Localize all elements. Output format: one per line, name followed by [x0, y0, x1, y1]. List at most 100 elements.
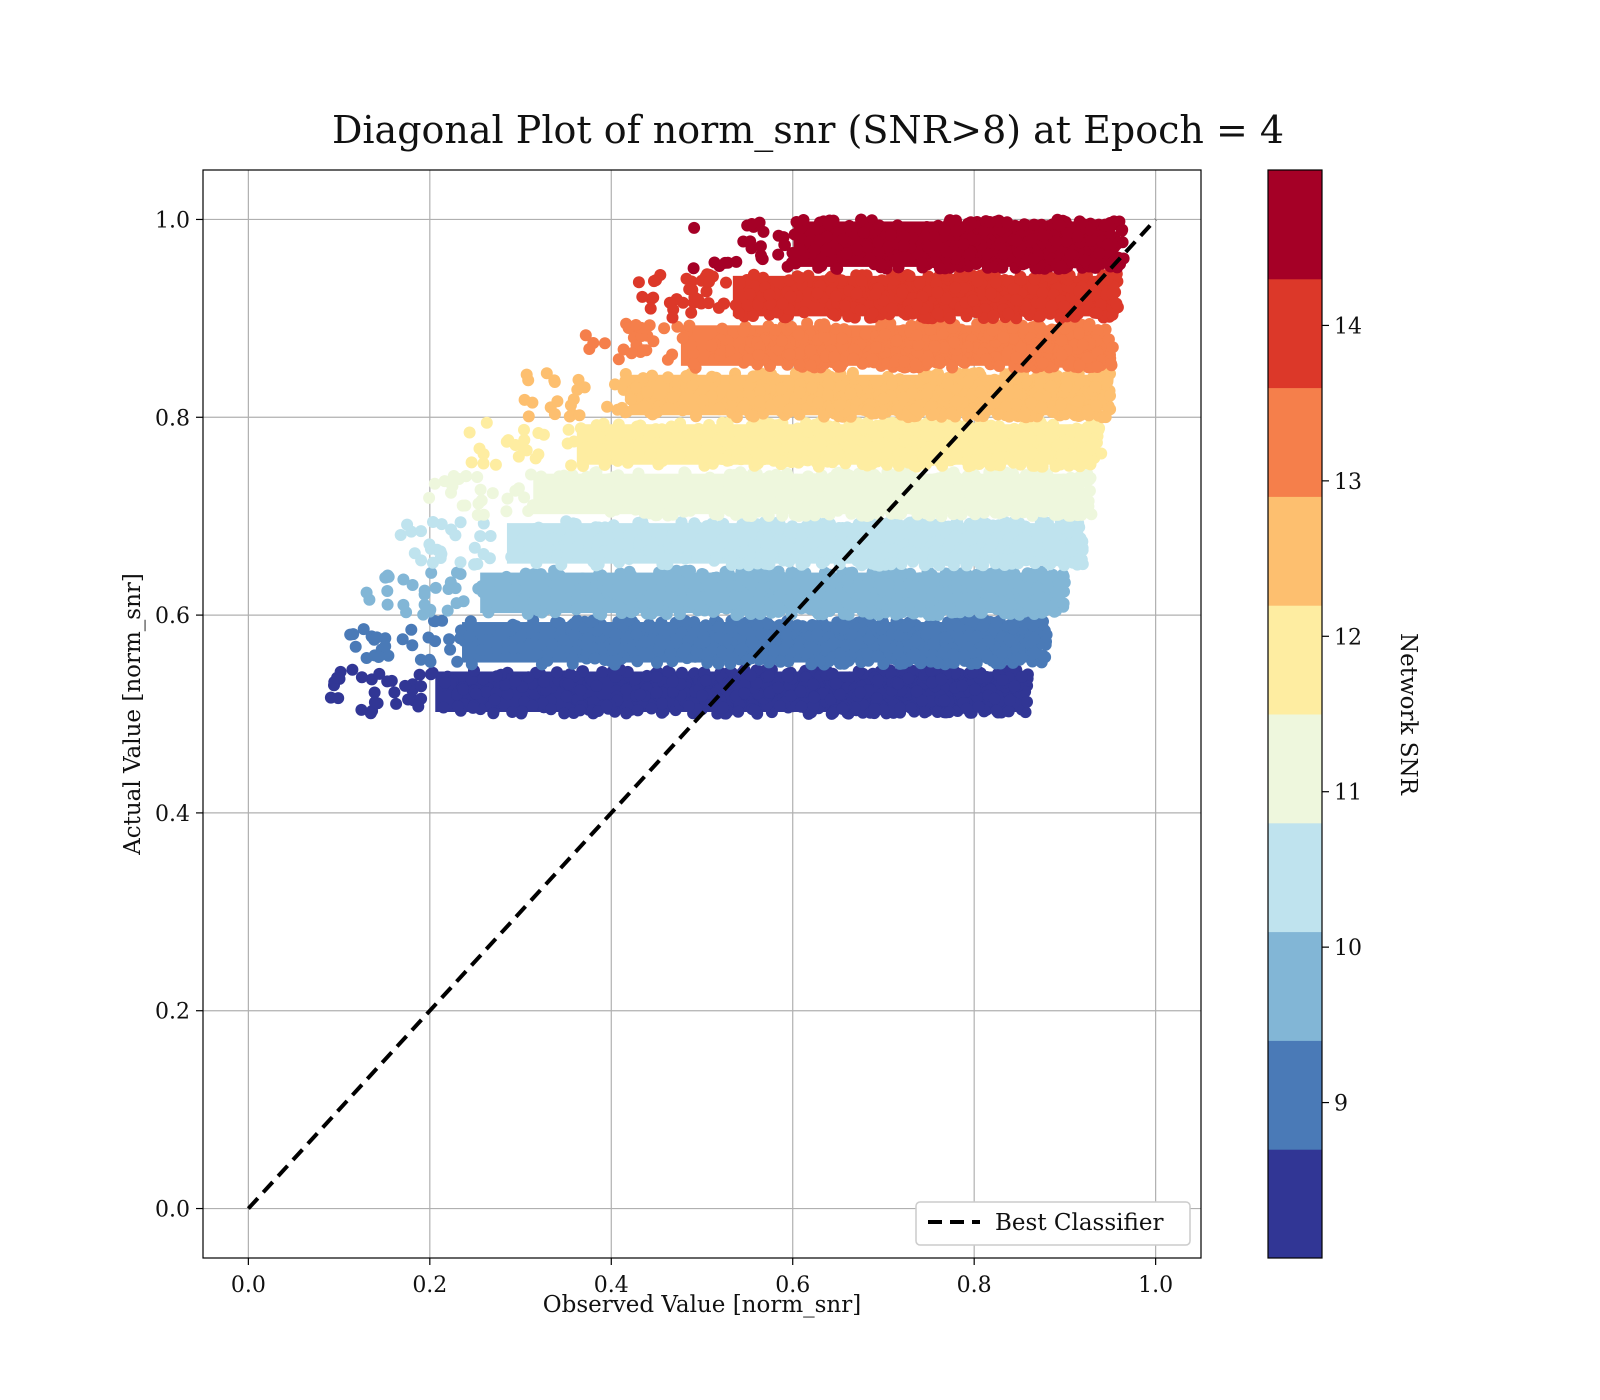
scatter-point	[679, 642, 692, 655]
scatter-point	[682, 489, 695, 502]
scatter-point	[931, 706, 944, 718]
scatter-point	[465, 456, 478, 469]
scatter-point	[567, 617, 580, 630]
scatter-point	[457, 683, 470, 696]
scatter-point	[795, 700, 808, 713]
scatter-point	[381, 569, 394, 582]
scatter-point	[474, 530, 487, 543]
scatter-point	[625, 606, 638, 619]
scatter-point	[434, 545, 447, 558]
scatter-point	[827, 706, 840, 719]
scatter-point	[551, 666, 563, 679]
scatter-point	[785, 566, 798, 579]
scatter-point	[601, 622, 613, 635]
scatter-point	[1008, 680, 1021, 693]
scatter-point	[1044, 421, 1057, 434]
scatter-point	[706, 457, 719, 470]
scatter-point	[745, 480, 758, 493]
scatter-point	[687, 357, 700, 370]
scatter-point	[471, 558, 484, 570]
scatter-point	[491, 643, 503, 656]
scatter-point	[414, 653, 427, 666]
scatter-point	[346, 663, 359, 676]
scatter-point	[566, 652, 579, 665]
scatter-point	[475, 644, 488, 656]
scatter-point	[935, 510, 948, 523]
scatter-point	[528, 598, 541, 611]
scatter-point	[985, 419, 998, 432]
scatter-point	[548, 376, 561, 388]
scatter-point	[746, 438, 758, 451]
scatter-point	[716, 416, 729, 429]
scatter-point	[703, 419, 716, 431]
scatter-point	[569, 518, 582, 530]
scatter-point	[972, 700, 985, 713]
scatter-point	[631, 655, 644, 668]
scatter-point	[385, 674, 398, 687]
scatter-point	[1031, 582, 1044, 595]
scatter-point	[661, 665, 674, 678]
scatter-point	[355, 703, 368, 716]
scatter-point	[620, 683, 633, 696]
scatter-point	[816, 571, 829, 584]
scatter-point	[368, 696, 381, 709]
scatter-point	[539, 482, 552, 495]
scatter-point	[940, 389, 953, 402]
scatter-point	[828, 425, 841, 437]
scatter-point	[646, 536, 659, 549]
scatter-point	[717, 701, 730, 714]
scatter-point	[406, 639, 419, 652]
scatter-point	[707, 572, 720, 584]
scatter-point	[768, 579, 781, 592]
scatter-point	[903, 526, 916, 539]
scatter-point	[357, 623, 370, 636]
scatter-point	[906, 387, 918, 400]
scatter-point	[784, 425, 797, 438]
scatter-point	[1028, 633, 1041, 645]
scatter-point	[520, 368, 533, 381]
scatter-point	[901, 452, 913, 465]
scatter-point	[941, 378, 954, 391]
scatter-point	[791, 542, 804, 555]
scatter-point	[667, 579, 680, 592]
scatter-point	[451, 655, 464, 668]
scatter-point	[877, 392, 890, 405]
scatter-point	[770, 419, 783, 432]
scatter-point	[1089, 380, 1102, 393]
scatter-point	[598, 458, 611, 471]
scatter-point	[870, 341, 882, 354]
scatter-point	[1046, 600, 1059, 613]
scatter-point	[662, 402, 675, 414]
scatter-point	[488, 693, 501, 706]
scatter-point	[949, 667, 961, 680]
scatter-point	[773, 700, 786, 712]
scatter-point	[1062, 359, 1074, 372]
scatter-point	[715, 645, 728, 658]
scatter-point	[697, 492, 710, 504]
scatter-point	[824, 693, 837, 706]
scatter-point	[642, 433, 655, 446]
scatter-point	[701, 656, 714, 669]
scatter-point	[670, 633, 683, 646]
scatter-point	[690, 410, 702, 423]
scatter-point	[772, 601, 785, 614]
scatter-point	[748, 704, 761, 717]
scatter-point	[556, 491, 568, 504]
scatter-point	[699, 634, 712, 647]
scatter-point	[464, 615, 477, 628]
scatter-point	[739, 496, 752, 508]
scatter-point	[459, 499, 472, 512]
scatter-point	[682, 700, 695, 712]
scatter-point	[977, 445, 990, 458]
scatter-point	[1105, 357, 1117, 370]
scatter-point	[1048, 508, 1061, 521]
scatter-point	[637, 482, 650, 495]
scatter-point	[736, 623, 749, 636]
scatter-point	[553, 617, 566, 630]
scatter-point	[995, 426, 1008, 439]
scatter-point	[441, 604, 454, 617]
scatter-point	[886, 378, 898, 391]
scatter-point	[830, 677, 842, 690]
scatter-point	[668, 542, 681, 555]
scatter-point	[956, 679, 969, 692]
